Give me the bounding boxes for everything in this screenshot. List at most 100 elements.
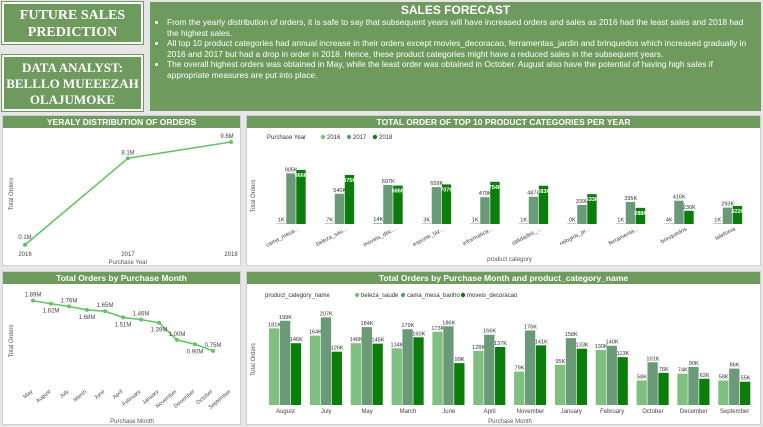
bar — [565, 338, 577, 405]
data-label: 0.90M — [187, 349, 204, 355]
yearly-orders-title: YERALY DISTRIBUTION OF ORDERS — [3, 116, 240, 128]
month-category-title: Total Orders by Purchase Month and produ… — [247, 272, 760, 284]
x-tick-label: informatica... — [462, 226, 494, 247]
analyst-box: DATA ANALYST: BELLLO MUEEEZAH OLAJUMOKE — [1, 54, 144, 112]
data-label: 164K — [309, 330, 322, 336]
bar — [554, 364, 566, 405]
x-tick-label: August — [276, 409, 295, 415]
data-point — [49, 301, 53, 306]
x-tick-label: 2017 — [121, 252, 135, 258]
bar — [729, 368, 740, 405]
data-label: 1K — [714, 217, 721, 223]
x-tick-label: October — [642, 409, 663, 415]
legend-entry: 2017 — [353, 135, 367, 141]
bar — [595, 349, 607, 405]
bar — [432, 331, 443, 405]
monthly-orders-title: Total Orders by Purchase Month — [3, 272, 240, 284]
data-label: 659K — [430, 181, 443, 187]
data-label: 1.76M — [61, 298, 78, 304]
data-label: 140K — [606, 340, 619, 346]
data-label: 1.65M — [97, 303, 114, 309]
data-point — [211, 348, 215, 353]
bar — [674, 200, 684, 224]
bar — [391, 348, 402, 405]
x-tick-label: May — [22, 389, 34, 400]
data-label: 9.6M — [220, 134, 233, 140]
data-label: 395K — [624, 196, 637, 202]
data-label: 101K — [646, 356, 659, 362]
data-label: 1.46M — [133, 312, 150, 318]
bar — [576, 348, 587, 405]
x-tick-label: telefonia — [715, 226, 738, 242]
legend-marker — [346, 134, 352, 140]
data-label: 966K — [295, 173, 308, 179]
bar — [712, 223, 723, 224]
data-label: 181K — [268, 322, 281, 328]
legend-entry: beleza_saude — [361, 293, 399, 299]
data-label: 905K — [285, 167, 298, 173]
x-axis-label: Purchase Month — [488, 419, 532, 424]
data-label: 158K — [565, 332, 578, 338]
data-point — [121, 315, 125, 320]
data-point — [229, 140, 233, 144]
bar — [606, 345, 617, 405]
x-tick-label: August — [35, 389, 52, 405]
x-tick-label: March — [400, 409, 417, 415]
dashboard-title-box: FUTURE SALES PREDICTION — [1, 1, 144, 45]
bar — [615, 223, 626, 224]
data-label: 99K — [455, 357, 465, 363]
x-tick-label: relogios_pr... — [559, 226, 591, 247]
data-label: 160K — [412, 331, 425, 337]
data-label: 540K — [333, 188, 346, 194]
data-label: 707K — [440, 187, 453, 193]
bar — [524, 330, 536, 405]
data-label: 173K — [431, 326, 444, 332]
bar — [276, 223, 286, 224]
bar — [718, 380, 729, 405]
bar — [688, 366, 699, 405]
bar — [732, 205, 743, 224]
x-tick-label: esporte_laz... — [412, 226, 446, 248]
data-point — [126, 156, 130, 161]
x-tick-label: February — [122, 389, 143, 408]
x-axis-label: Purchase Year — [108, 260, 147, 265]
bar — [677, 373, 688, 405]
data-label: 76K — [659, 367, 669, 373]
bar — [470, 223, 480, 224]
legend-marker — [400, 292, 406, 298]
data-label: 339K — [576, 199, 589, 205]
bar — [443, 326, 454, 405]
data-label: 1K — [520, 217, 527, 223]
monthly-orders-panel: Total Orders by Purchase Month Total Ord… — [2, 271, 241, 425]
legend-entry: 2018 — [379, 135, 393, 141]
x-tick-label: cama_mesa... — [265, 226, 300, 249]
bar — [441, 184, 452, 224]
bar — [538, 185, 549, 224]
bar — [495, 347, 506, 405]
bar — [372, 343, 383, 405]
bar — [518, 223, 529, 224]
bar — [324, 223, 335, 224]
data-label: 86K — [730, 363, 740, 369]
x-tick-label: July — [59, 389, 71, 400]
data-label: 113K — [617, 351, 630, 357]
legend-title: Purchase Year — [267, 135, 306, 141]
data-point — [193, 342, 197, 347]
bar — [567, 223, 577, 224]
x-tick-label: February — [600, 409, 624, 415]
x-tick-label: September — [720, 409, 749, 415]
legend-entry: moveis_decoracao — [467, 293, 518, 299]
bar — [331, 351, 342, 405]
data-label: 0K — [569, 217, 576, 223]
data-label: 137K — [494, 341, 507, 347]
data-label: 7K — [326, 217, 333, 223]
data-label: 184K — [361, 321, 374, 327]
data-label: 754K — [489, 185, 502, 191]
data-label: 179K — [401, 323, 414, 329]
data-label: 1.89M — [25, 293, 42, 299]
yearly-orders-panel: YERALY DISTRIBUTION OF ORDERS Total Orde… — [2, 115, 241, 266]
legend-marker — [320, 134, 326, 140]
data-label: 288K — [634, 211, 647, 217]
x-tick-label: April — [112, 389, 124, 401]
bar — [647, 362, 658, 405]
